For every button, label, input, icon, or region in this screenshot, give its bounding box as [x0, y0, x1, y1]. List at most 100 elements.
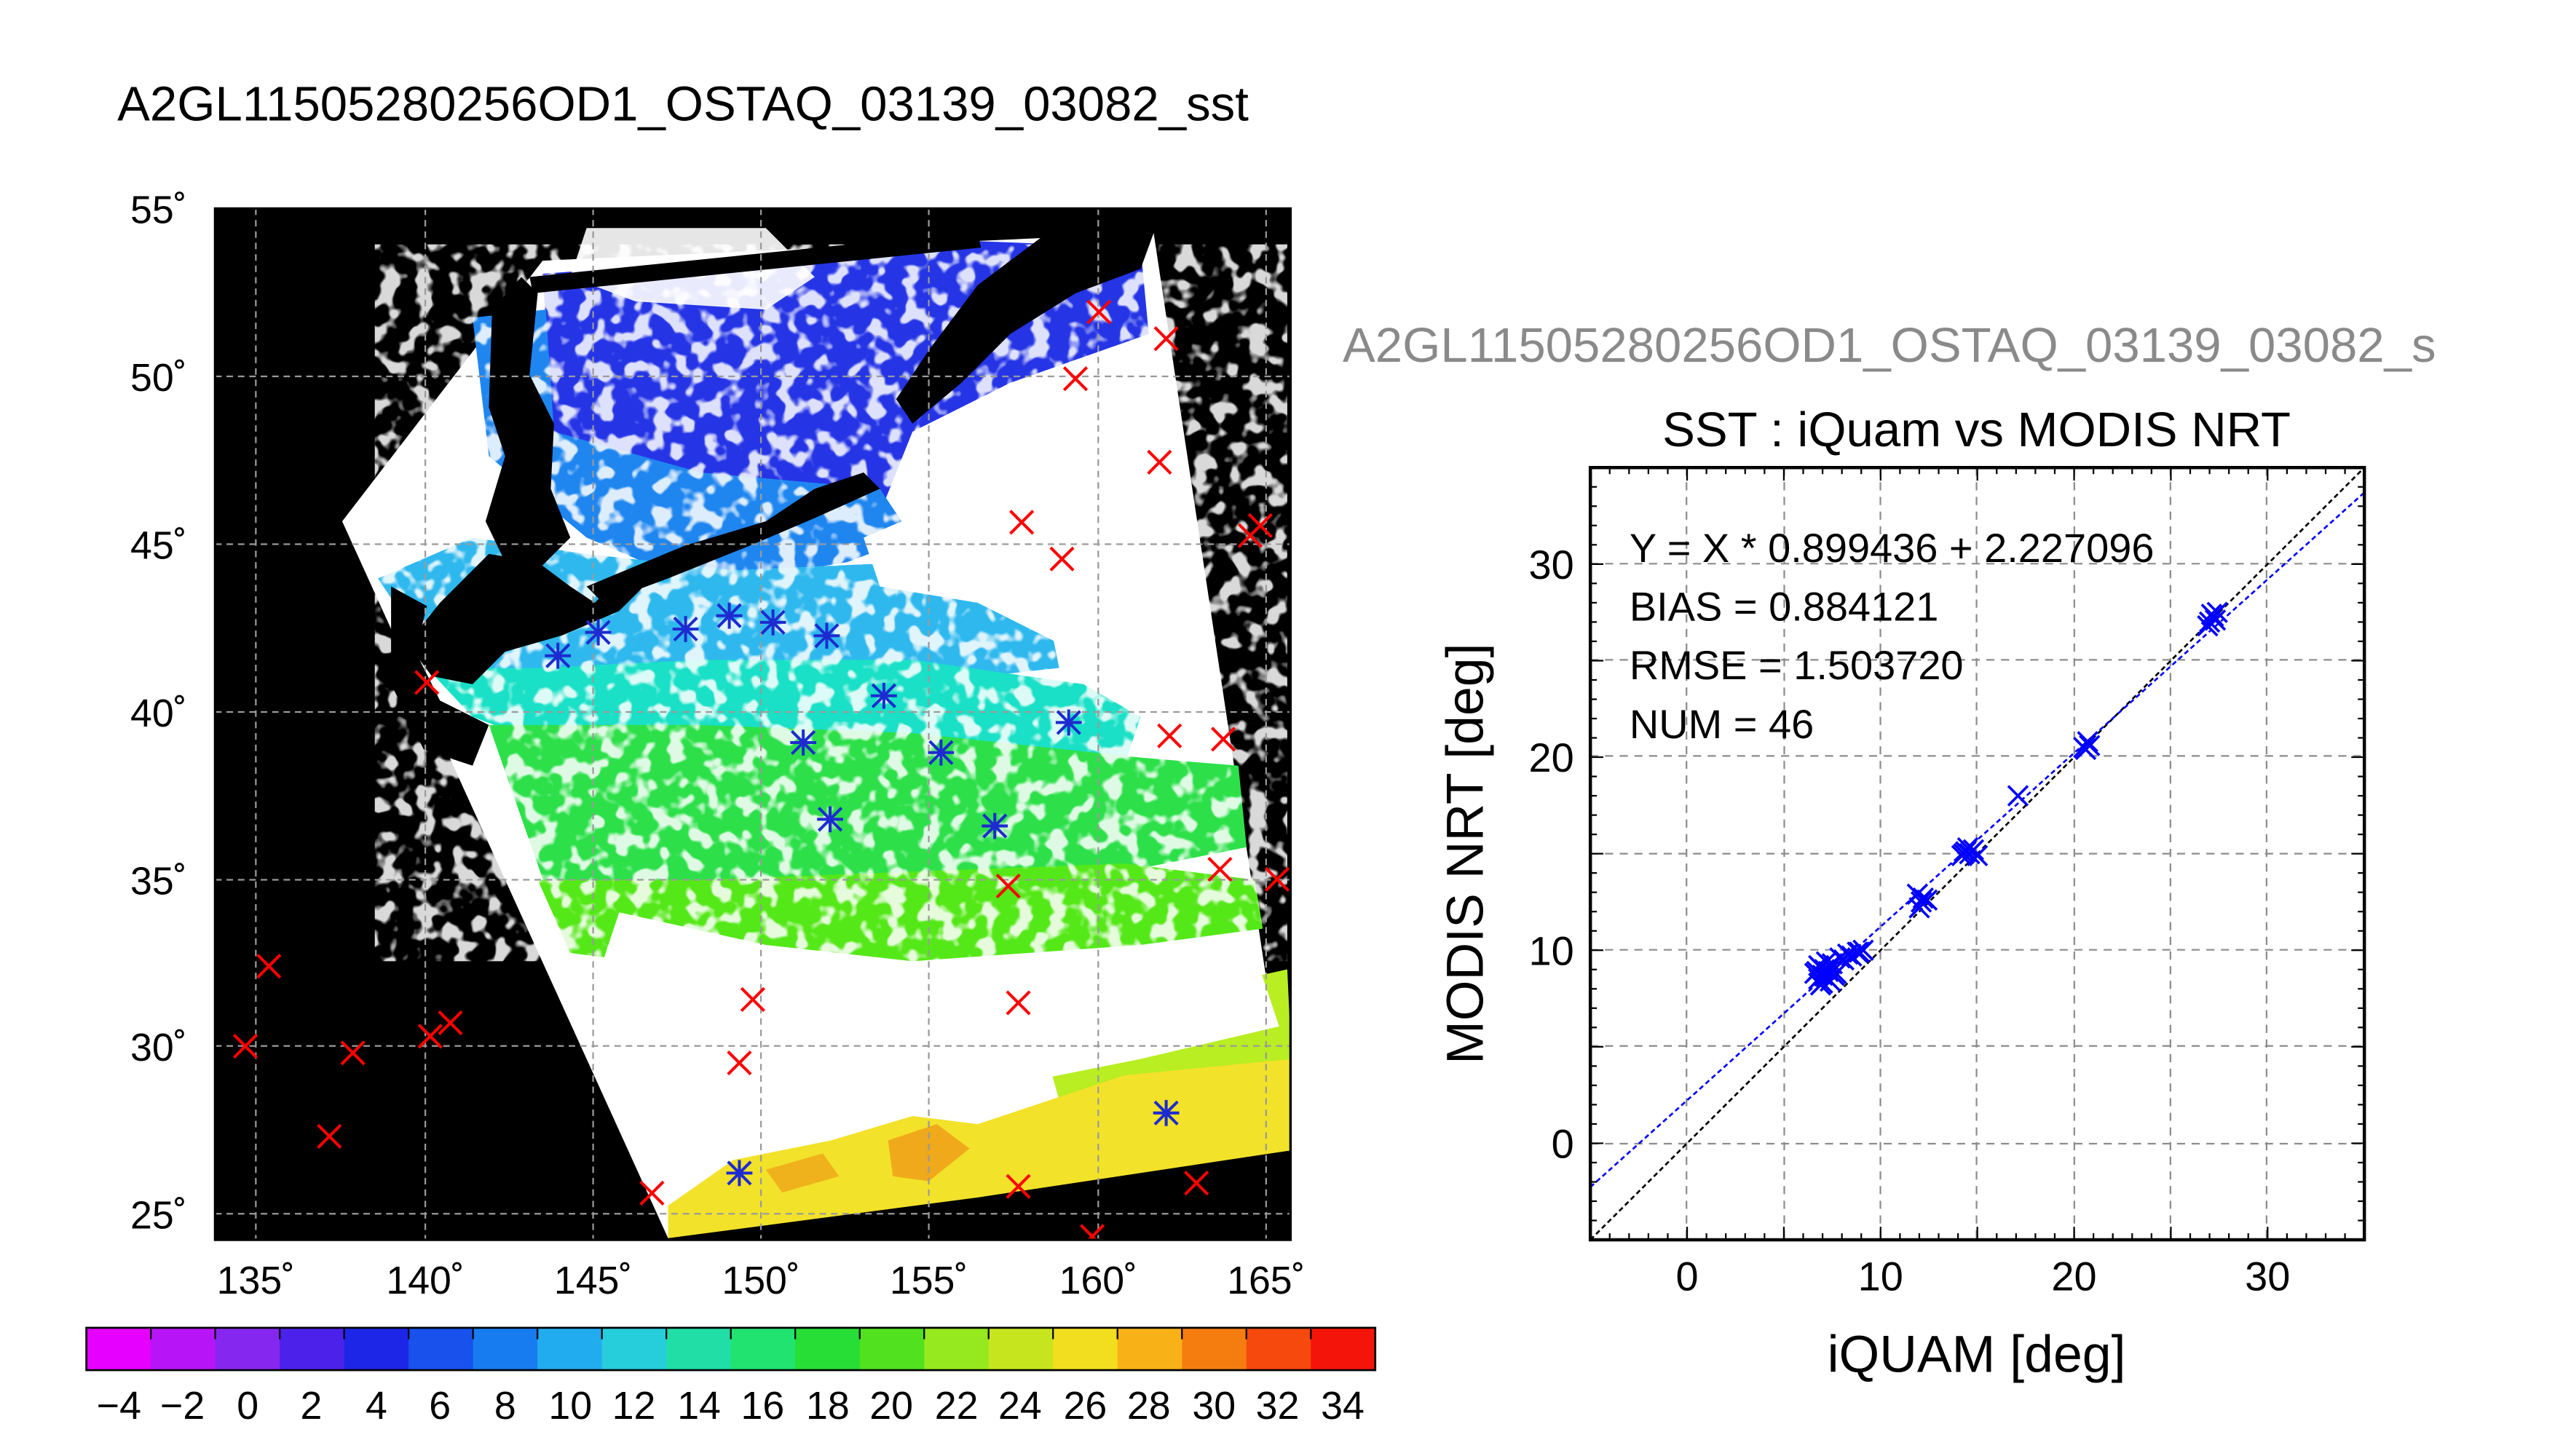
stats-num: NUM = 46	[1630, 701, 1814, 747]
map-marker-asterisk	[759, 609, 786, 636]
colorbar-tick-label: 24	[998, 1384, 1042, 1428]
stats-bias: BIAS = 0.884121	[1630, 584, 1939, 630]
colorbar-segment	[1311, 1327, 1376, 1371]
lon-tick-label: 145˚	[554, 1259, 632, 1302]
scatter-point	[1912, 887, 1934, 909]
scatter-point	[2197, 615, 2219, 637]
map-marker-x	[417, 1024, 443, 1049]
map-marker-x	[438, 1010, 463, 1036]
lat-tick-label: 40˚	[130, 692, 187, 735]
sst-band-orange-2	[765, 1153, 840, 1193]
colorbar-segment	[344, 1327, 410, 1371]
map-marker-x	[995, 873, 1021, 899]
colorbar-tick-label: 14	[677, 1384, 721, 1428]
map-marker-x	[639, 1180, 665, 1206]
colorbar-tick-label: −2	[160, 1384, 205, 1428]
colorbar-segment	[215, 1327, 281, 1371]
colorbar-tick-label: 32	[1256, 1384, 1300, 1428]
map-marker-x	[1086, 299, 1112, 325]
scatter-point	[2073, 737, 2095, 759]
cloud-mass-east	[864, 472, 1198, 652]
scatter-point	[2200, 604, 2222, 625]
map-marker-x	[1211, 727, 1236, 752]
scatter-point	[1809, 974, 1832, 996]
colorbar-tick-label: 2	[301, 1384, 323, 1428]
land-japan	[407, 553, 668, 684]
colorbar-segment	[859, 1327, 925, 1371]
scatter-xlabel: iQUAM [deg]	[1828, 1325, 2126, 1383]
colorbar-segment	[537, 1327, 603, 1371]
scatter-point	[1956, 837, 1979, 859]
lat-tick-label: 35˚	[130, 860, 187, 903]
map-marker-x	[1009, 510, 1035, 535]
colorbar-segment	[1053, 1327, 1118, 1371]
colorbar-tick-label: 16	[741, 1384, 784, 1428]
map-marker-asterisk	[871, 682, 897, 709]
y-tick-label: 0	[1552, 1121, 1574, 1167]
lon-tick-label: 155˚	[890, 1259, 968, 1302]
scatter-stats: Y = X * 0.899436 + 2.227096 BIAS = 0.884…	[1630, 525, 2155, 747]
y-tick-label: 30	[1529, 542, 1574, 587]
colorbar-tick-labels: −4 −2 0 2 4 6 8 10 12 14 16 18 20 22 24 …	[97, 1384, 1365, 1428]
map-marker-x	[740, 986, 765, 1013]
colorbar-segment	[601, 1327, 668, 1371]
map-marker-x	[317, 1123, 342, 1150]
map-marker-x	[1207, 857, 1233, 882]
scatter-title: SST : iQuam vs MODIS NRT	[1662, 403, 2291, 457]
lon-tick-label: 160˚	[1059, 1259, 1137, 1302]
scatter-point	[2206, 601, 2228, 623]
map-marker-x	[414, 670, 440, 695]
scatter-points	[1804, 601, 2228, 996]
map-lon-tick-labels: 135˚ 140˚ 145˚ 150˚ 155˚ 160˚ 165˚	[217, 1259, 1306, 1302]
scatter-point	[1910, 891, 1932, 913]
lon-tick-label: 135˚	[217, 1259, 295, 1302]
scatter-tick-labels: 0 10 20 30 0 10 20 30	[1529, 542, 2291, 1299]
colorbar-tick-label: −4	[97, 1384, 141, 1428]
colorbar-tick-label: 22	[935, 1384, 979, 1428]
map-marker-x	[1049, 546, 1075, 571]
colorbar-segment	[280, 1327, 345, 1371]
map-title: A2GL11505280256OD1_OSTAQ_03139_03082_sst	[117, 77, 1249, 132]
x-tick-label: 20	[2051, 1253, 2096, 1299]
map-marker-x	[256, 954, 282, 979]
map-marker-x	[1062, 366, 1089, 392]
colorbar-frame	[85, 1326, 1377, 1372]
map-marker-x	[340, 1040, 366, 1066]
map-marker-asterisk	[585, 619, 612, 646]
colorbar-tick-label: 18	[806, 1384, 850, 1428]
colorbar-segment	[408, 1327, 474, 1371]
lat-tick-label: 50˚	[130, 356, 187, 400]
map-marker-asterisk	[817, 806, 843, 833]
colorbar-segment	[151, 1327, 216, 1371]
lat-tick-label: 55˚	[130, 189, 187, 232]
map-imagery	[341, 228, 1291, 1238]
lat-tick-label: 45˚	[130, 524, 187, 568]
scatter-plot-area	[1588, 466, 2366, 1242]
colorbar-tick-label: 6	[429, 1384, 451, 1428]
land-kurils	[586, 472, 880, 604]
colorbar-segment	[1117, 1327, 1183, 1371]
map-marker-x	[1006, 990, 1031, 1016]
map-marker-asterisk	[545, 642, 572, 669]
map-markers	[232, 299, 1290, 1241]
map-marker-asterisk	[790, 729, 817, 756]
map-marker-x	[1157, 723, 1182, 748]
land-sakhalin-hokkaido	[485, 277, 571, 571]
swath-gap-north	[529, 231, 982, 293]
scatter-point	[1953, 842, 1975, 865]
lon-tick-label: 140˚	[386, 1259, 464, 1302]
map-marker-x	[1147, 449, 1172, 475]
colorbar-segment	[795, 1327, 861, 1371]
land-japan-south	[391, 586, 489, 766]
colorbar-tick-label: 30	[1192, 1384, 1236, 1428]
stats-fit: Y = X * 0.899436 + 2.227096	[1630, 525, 2155, 571]
map-marker-asterisk	[928, 739, 955, 766]
map-marker-asterisk	[726, 1160, 753, 1187]
scatter-point	[1823, 965, 1845, 986]
colorbar-tick-label: 4	[366, 1384, 387, 1428]
colorbar-segment	[988, 1327, 1054, 1371]
colorbar	[86, 1327, 1376, 1371]
map-marker-x	[1153, 326, 1179, 352]
lat-tick-label: 25˚	[130, 1193, 187, 1237]
